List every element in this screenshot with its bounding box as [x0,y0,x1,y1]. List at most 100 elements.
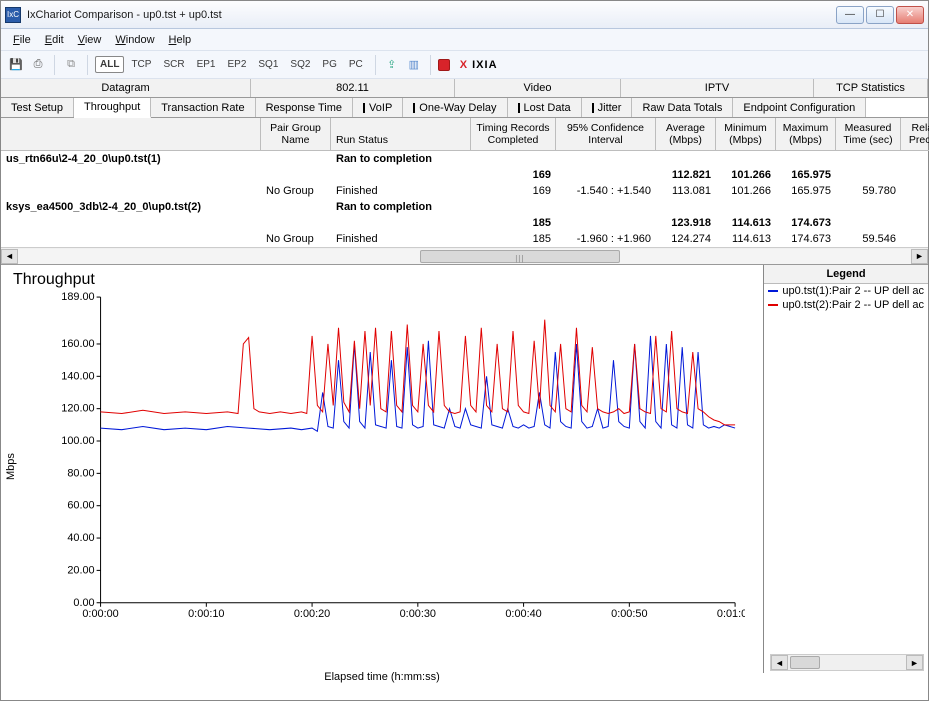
chart-icon[interactable]: ▥ [405,56,423,74]
table-cell [1,231,261,247]
metric-tab-throughput[interactable]: Throughput [74,98,151,118]
svg-text:140.00: 140.00 [61,370,94,382]
metric-tab-lost-data[interactable]: Lost Data [508,98,582,117]
table-row[interactable]: 169112.821101.266165.975 [1,167,928,183]
menu-help[interactable]: Help [163,32,198,48]
filter-tcp[interactable]: TCP [126,56,156,73]
filter-scr[interactable]: SCR [158,56,189,73]
category-tabs: Datagram802.11VideoIPTVTCP Statistics [1,79,928,98]
print-icon[interactable]: ⎙ [29,56,47,74]
table-cell [836,167,901,183]
maximize-button[interactable]: ☐ [866,6,894,24]
filter-sq1[interactable]: SQ1 [253,56,283,73]
column-header[interactable]: Average (Mbps) [656,118,716,151]
menu-bar: FileEditViewWindowHelp [1,29,928,51]
metric-tab-raw-data-totals[interactable]: Raw Data Totals [632,98,733,117]
column-header[interactable]: 95% Confidence Interval [556,118,656,151]
metric-tab-response-time[interactable]: Response Time [256,98,353,117]
table-cell: 113.081 [656,183,716,199]
metric-tab-voip[interactable]: VoIP [353,98,403,117]
scroll-left-icon[interactable]: ◄ [1,249,18,264]
scroll-right-icon[interactable]: ► [911,249,928,264]
app-icon: IxC [5,7,21,23]
legend-label: up0.tst(1):Pair 2 -- UP dell ac [782,285,924,297]
filter-ep2[interactable]: EP2 [222,56,251,73]
table-cell [261,199,331,215]
table-cell: 124.274 [656,231,716,247]
throughput-chart: 0.0020.0040.0060.0080.00100.00120.00140.… [51,291,745,625]
svg-text:0:00:50: 0:00:50 [611,608,647,620]
filter-pc[interactable]: PC [344,56,368,73]
metric-tab-one-way-delay[interactable]: One-Way Delay [403,98,507,117]
category-tab-video[interactable]: Video [455,79,621,97]
metric-tab-jitter[interactable]: Jitter [582,98,633,117]
ixia-logo: XIXIA [460,59,498,71]
table-cell: 185 [471,231,556,247]
menu-file[interactable]: File [7,32,37,48]
filter-ep1[interactable]: EP1 [192,56,221,73]
menu-view[interactable]: View [72,32,108,48]
column-header[interactable]: Timing Records Completed [471,118,556,151]
legend-item[interactable]: up0.tst(1):Pair 2 -- UP dell ac [764,284,928,298]
metric-tab-transaction-rate[interactable]: Transaction Rate [151,98,255,117]
column-header[interactable]: Pair Group Name [261,118,331,151]
column-header[interactable]: Run Status [331,118,471,151]
legend-title: Legend [764,265,928,284]
window-title: IxChariot Comparison - up0.tst + up0.tst [27,9,222,21]
table-row[interactable]: ksys_ea4500_3db\2-4_20_0\up0.tst(2)Ran t… [1,199,928,215]
table-row[interactable]: us_rtn66u\2-4_20_0\up0.tst(1)Ran to comp… [1,151,928,167]
svg-text:0:00:10: 0:00:10 [188,608,224,620]
svg-text:40.00: 40.00 [67,532,94,544]
table-hscrollbar[interactable]: ◄ ||| ► [1,247,928,264]
scroll-left-icon[interactable]: ◄ [771,655,788,670]
save-icon[interactable]: 💾 [7,56,25,74]
close-button[interactable]: ✕ [896,6,924,24]
table-row[interactable]: 185123.918114.613174.673 [1,215,928,231]
export-icon[interactable]: ⇪ [383,56,401,74]
filter-pg[interactable]: PG [317,56,341,73]
stop-icon[interactable] [438,59,450,71]
svg-text:160.00: 160.00 [61,338,94,350]
table-cell: No Group [261,183,331,199]
metric-tab-test-setup[interactable]: Test Setup [1,98,74,117]
table-cell: Ran to completion [331,199,471,215]
table-cell [261,215,331,231]
copy-icon[interactable]: ⧉ [62,56,80,74]
legend-hscrollbar[interactable]: ◄ ► [770,654,924,671]
column-header[interactable]: Relative Precision [901,118,929,151]
table-cell [556,151,656,167]
table-row[interactable]: No GroupFinished169-1.540 : +1.540113.08… [1,183,928,199]
category-tab-tcp-statistics[interactable]: TCP Statistics [814,79,928,97]
table-cell: 169 [471,183,556,199]
table-cell: 1.578 [901,231,928,247]
table-cell: 185 [471,215,556,231]
table-cell [776,151,836,167]
minimize-button[interactable]: — [836,6,864,24]
chart-xlabel: Elapsed time (h:mm:ss) [9,669,755,683]
category-tab-802-11[interactable]: 802.11 [251,79,455,97]
menu-window[interactable]: Window [109,32,160,48]
column-header[interactable]: Minimum (Mbps) [716,118,776,151]
table-cell [1,215,261,231]
scroll-right-icon[interactable]: ► [906,655,923,670]
table-cell: 165.975 [776,183,836,199]
table-cell: 101.266 [716,167,776,183]
table-cell: 123.918 [656,215,716,231]
table-row[interactable]: No GroupFinished185-1.960 : +1.960124.27… [1,231,928,247]
table-cell: 112.821 [656,167,716,183]
menu-edit[interactable]: Edit [39,32,70,48]
column-header[interactable]: Maximum (Mbps) [776,118,836,151]
table-cell [556,167,656,183]
metric-tab-endpoint-configuration[interactable]: Endpoint Configuration [733,98,866,117]
category-tab-iptv[interactable]: IPTV [621,79,814,97]
table-cell [331,167,471,183]
filter-all[interactable]: ALL [95,56,124,73]
table-cell [716,151,776,167]
column-header[interactable] [1,118,261,151]
filter-sq2[interactable]: SQ2 [285,56,315,73]
table-cell: 59.780 [836,183,901,199]
legend-item[interactable]: up0.tst(2):Pair 2 -- UP dell ac [764,298,928,312]
legend-swatch [768,290,778,292]
column-header[interactable]: Measured Time (sec) [836,118,901,151]
category-tab-datagram[interactable]: Datagram [1,79,251,97]
